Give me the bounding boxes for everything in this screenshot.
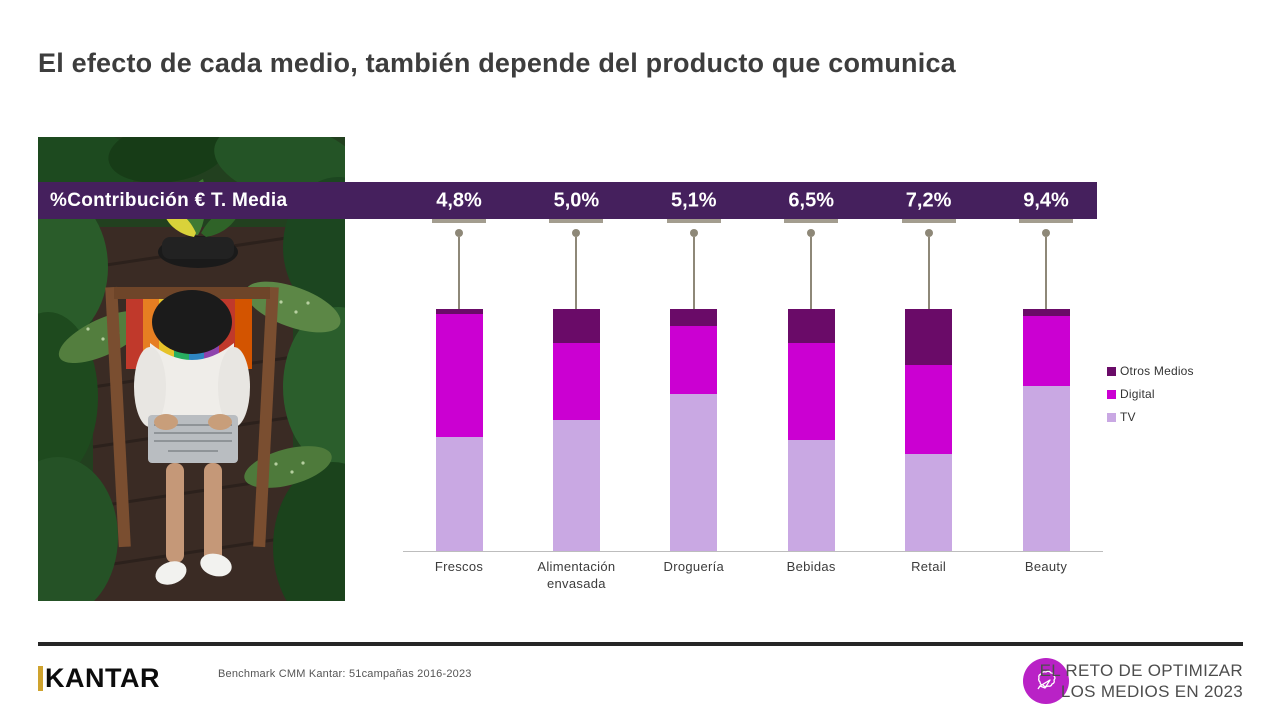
callout-underline bbox=[784, 219, 839, 223]
bar-segment-digital bbox=[787, 342, 835, 440]
kantar-logo: KANTAR bbox=[38, 663, 160, 694]
legend-item-digital: Digital bbox=[1107, 387, 1267, 401]
category-label: Frescos bbox=[434, 559, 484, 574]
campaign-line-1: EL RETO DE OPTIMIZAR bbox=[1039, 661, 1243, 680]
bar-segment-digital bbox=[435, 313, 483, 438]
contribution-banner: %Contribución € T. Media 4,8% 5,0% 5,1% 6,5… bbox=[38, 182, 1097, 219]
callout-underline bbox=[432, 219, 486, 223]
page-title: El efecto de cada medio, también depende… bbox=[38, 48, 956, 78]
leader-line bbox=[810, 237, 813, 309]
kantar-gold-bar bbox=[38, 666, 43, 691]
leader-dot bbox=[924, 229, 933, 237]
campaign-title: EL RETO DE OPTIMIZAR LOS MEDIOS EN 2023 bbox=[1040, 660, 1243, 703]
banner-value: 4,8% bbox=[436, 189, 482, 211]
footer-divider bbox=[38, 642, 1243, 646]
chart-legend: Otros Medios Digital TV bbox=[1107, 364, 1267, 433]
leader-dot bbox=[455, 229, 463, 237]
category-label: Retail bbox=[911, 559, 947, 574]
leader-line bbox=[927, 237, 930, 309]
bar-segment-otros-medios bbox=[670, 309, 718, 326]
leader-line bbox=[692, 237, 695, 309]
legend-item-tv: TV bbox=[1107, 410, 1267, 424]
bar-segment-digital bbox=[670, 325, 718, 394]
leader-line bbox=[1045, 237, 1047, 309]
tv-swatch bbox=[1107, 412, 1116, 422]
bar-segment-digital bbox=[552, 342, 600, 421]
callout-underline bbox=[901, 219, 956, 223]
legend-item-otros-medios: Otros Medios bbox=[1107, 364, 1267, 378]
leader-dot bbox=[807, 229, 816, 237]
banner-label: %Contribución € T. Media bbox=[50, 189, 288, 211]
leader-dot bbox=[1042, 229, 1050, 237]
bar-segment-tv bbox=[905, 454, 953, 551]
x-axis-line bbox=[403, 551, 1103, 552]
leader-dot bbox=[572, 229, 581, 237]
digital-swatch bbox=[1107, 389, 1116, 399]
campaign-line-2: LOS MEDIOS EN 2023 bbox=[1060, 682, 1243, 702]
source-note: Benchmark CMM Kantar: 51campañas 2016-20… bbox=[218, 668, 472, 680]
bar-segment-otros-medios bbox=[435, 309, 483, 314]
callout-underline bbox=[1019, 219, 1073, 223]
leader-line bbox=[575, 237, 578, 309]
bar-segment-tv bbox=[435, 437, 483, 551]
bar-segment-digital bbox=[1022, 316, 1070, 387]
campaign-badge bbox=[1023, 658, 1069, 704]
category-label: Droguería bbox=[663, 559, 725, 574]
brain-doodle-icon bbox=[1037, 670, 1056, 690]
bar-segment-tv bbox=[787, 439, 835, 551]
bar-segment-otros-medios bbox=[787, 309, 835, 343]
callout-underline bbox=[666, 219, 721, 223]
banner-value: 7,2% bbox=[905, 189, 952, 211]
banner-value: 6,5% bbox=[788, 189, 834, 211]
category-label: Alimentación envasada bbox=[537, 559, 616, 591]
leader-dot bbox=[689, 229, 698, 237]
bar-segment-otros-medios bbox=[905, 309, 953, 365]
legend-label: Otros Medios bbox=[1120, 364, 1194, 378]
legend-label: Digital bbox=[1120, 387, 1155, 401]
legend-label: TV bbox=[1120, 410, 1136, 424]
category-label: Bebidas bbox=[786, 559, 836, 574]
kantar-wordmark: KANTAR bbox=[45, 663, 160, 693]
category-label: Beauty bbox=[1024, 559, 1068, 574]
banner-value: 5,0% bbox=[553, 189, 600, 211]
bar-segment-tv bbox=[1022, 386, 1070, 551]
leader-line bbox=[458, 237, 460, 309]
callout-underline bbox=[549, 219, 604, 223]
otros-medios-swatch bbox=[1107, 366, 1116, 376]
bar-segment-otros-medios bbox=[552, 309, 600, 343]
bar-segment-tv bbox=[670, 393, 718, 551]
bar-segment-digital bbox=[905, 364, 953, 455]
bar-segment-otros-medios bbox=[1022, 309, 1070, 317]
banner-value: 9,4% bbox=[1023, 189, 1069, 211]
bar-segment-tv bbox=[552, 420, 600, 551]
banner-value: 5,1% bbox=[671, 189, 717, 211]
